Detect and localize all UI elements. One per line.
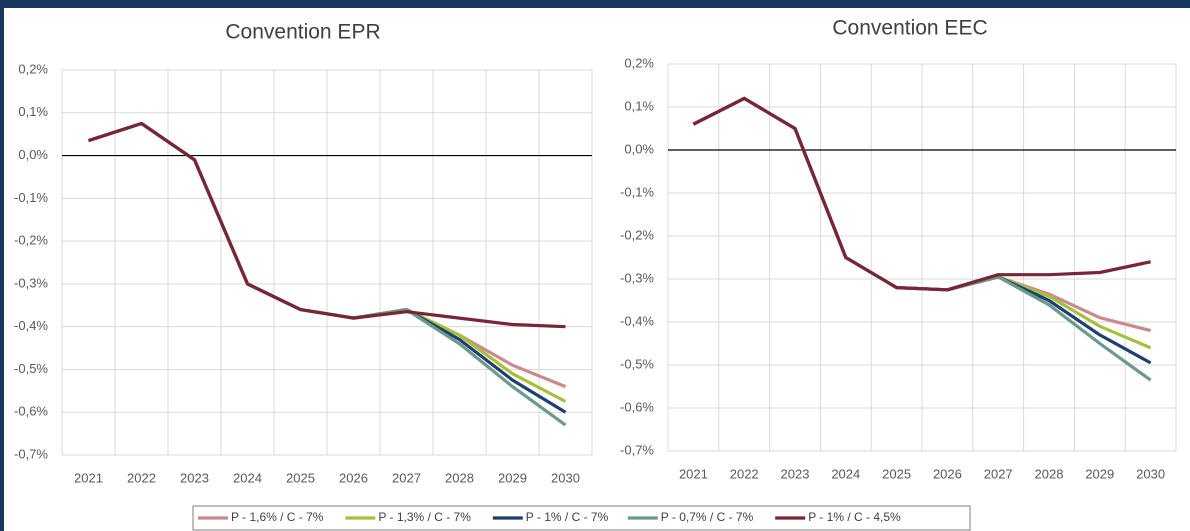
x-tick-label: 2026 bbox=[933, 466, 962, 481]
x-tick-label: 2022 bbox=[730, 466, 759, 481]
x-tick-label: 2024 bbox=[233, 470, 262, 485]
y-tick-label: -0,7% bbox=[14, 446, 48, 461]
y-tick-label: -0,1% bbox=[14, 190, 48, 205]
y-tick-label: -0,3% bbox=[14, 275, 48, 290]
series-line bbox=[692, 96, 1151, 292]
legend-label: P - 1,6% / C - 7% bbox=[231, 510, 324, 524]
x-tick-label: 2029 bbox=[1085, 466, 1114, 481]
x-tick-label: 2023 bbox=[180, 470, 209, 485]
x-tick-label: 2024 bbox=[831, 466, 860, 481]
legend-label: P - 1% / C - 7% bbox=[526, 510, 609, 524]
y-tick-label: -0,2% bbox=[14, 233, 48, 248]
chart-title: Convention EEC bbox=[832, 17, 987, 40]
x-tick-label: 2028 bbox=[445, 470, 474, 485]
y-tick-label: 0,2% bbox=[18, 61, 48, 76]
y-tick-label: -0,5% bbox=[14, 361, 48, 376]
y-tick-label: -0,7% bbox=[620, 442, 654, 457]
y-tick-label: -0,5% bbox=[620, 356, 654, 371]
y-tick-label: 0,1% bbox=[18, 104, 48, 119]
y-tick-label: -0,6% bbox=[620, 399, 654, 414]
x-tick-label: 2027 bbox=[984, 466, 1013, 481]
x-tick-label: 2025 bbox=[286, 470, 315, 485]
y-tick-label: -0,1% bbox=[620, 184, 654, 199]
x-tick-label: 2022 bbox=[127, 470, 156, 485]
x-tick-label: 2030 bbox=[1136, 466, 1165, 481]
y-tick-label: -0,3% bbox=[620, 270, 654, 285]
y-tick-label: 0,1% bbox=[624, 98, 654, 113]
y-tick-label: -0,4% bbox=[14, 318, 48, 333]
background bbox=[4, 8, 1190, 531]
x-tick-label: 2021 bbox=[74, 470, 103, 485]
series-line bbox=[88, 121, 566, 329]
legend-box bbox=[192, 505, 971, 531]
y-tick-label: 0,0% bbox=[18, 147, 48, 162]
y-tick-label: -0,6% bbox=[14, 404, 48, 419]
y-tick-label: -0,4% bbox=[620, 313, 654, 328]
x-tick-label: 2028 bbox=[1035, 466, 1064, 481]
y-tick-label: 0,0% bbox=[624, 141, 654, 156]
x-tick-label: 2026 bbox=[339, 470, 368, 485]
x-tick-label: 2030 bbox=[551, 470, 580, 485]
x-tick-label: 2029 bbox=[498, 470, 527, 485]
legend-label: P - 0,7% / C - 7% bbox=[661, 510, 754, 524]
y-tick-label: 0,2% bbox=[624, 55, 654, 70]
x-tick-label: 2025 bbox=[882, 466, 911, 481]
x-tick-label: 2023 bbox=[781, 466, 810, 481]
x-tick-label: 2027 bbox=[392, 470, 421, 485]
y-tick-label: -0,2% bbox=[620, 227, 654, 242]
legend-label: P - 1% / C - 4,5% bbox=[808, 510, 901, 524]
x-tick-label: 2021 bbox=[679, 466, 708, 481]
legend-label: P - 1,3% / C - 7% bbox=[378, 510, 471, 524]
chart-title: Convention EPR bbox=[225, 21, 380, 44]
